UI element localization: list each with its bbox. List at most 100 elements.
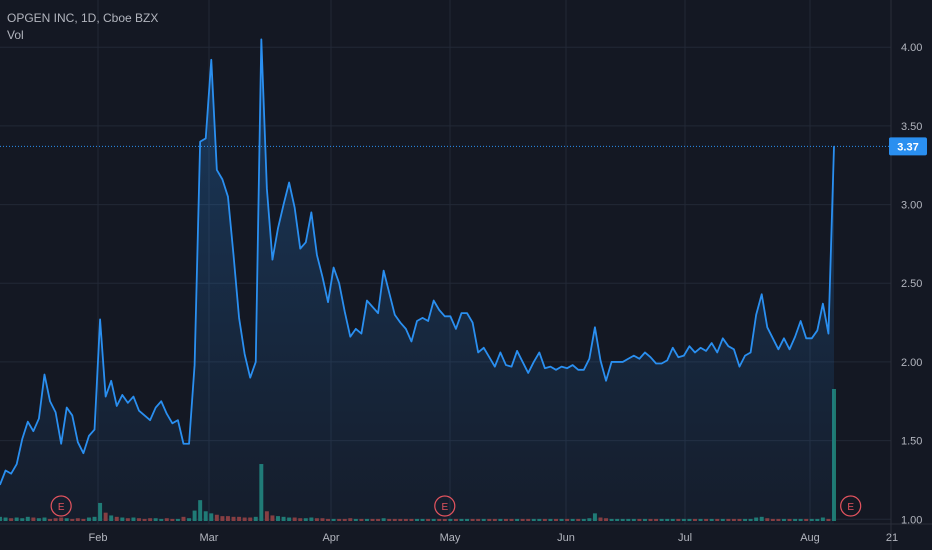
price-point <box>766 326 768 328</box>
price-point <box>388 292 390 294</box>
price-point <box>733 348 735 350</box>
price-point <box>32 430 34 432</box>
price-point <box>738 366 741 368</box>
price-point <box>483 347 485 349</box>
y-tick-label: 2.00 <box>901 357 922 369</box>
price-point <box>349 336 351 338</box>
price-point <box>800 320 802 322</box>
x-tick-label: Jul <box>678 532 692 544</box>
price-axis[interactable]: 1.00 1.50 2.00 2.50 3.00 3.50 4.00 3.37 <box>889 0 932 550</box>
price-point <box>588 358 590 360</box>
price-point <box>616 361 618 363</box>
price-point <box>43 373 46 376</box>
y-tick-label: 1.00 <box>901 514 922 526</box>
price-point <box>672 347 674 349</box>
y-tick-label: 2.50 <box>901 278 922 290</box>
price-point <box>49 400 51 402</box>
price-point <box>783 337 785 339</box>
price-point <box>611 361 613 363</box>
earnings-marker[interactable] <box>840 495 862 517</box>
price-point <box>421 317 424 319</box>
earnings-marker-label[interactable]: E <box>58 502 65 513</box>
price-point <box>811 337 813 339</box>
price-point <box>399 321 401 324</box>
price-point <box>355 328 357 330</box>
price-point <box>427 320 429 322</box>
price-point <box>805 337 807 339</box>
price-point <box>633 355 635 357</box>
price-point <box>88 435 90 437</box>
price-point <box>544 367 546 369</box>
price-point <box>761 293 763 295</box>
price-point <box>688 345 691 347</box>
price-point <box>522 361 524 363</box>
price-point <box>549 366 552 368</box>
earnings-marker[interactable] <box>434 495 456 517</box>
earnings-marker-label[interactable]: E <box>441 502 448 513</box>
price-point <box>655 362 657 365</box>
price-point <box>666 359 668 361</box>
price-point <box>510 366 513 368</box>
price-point <box>27 421 29 423</box>
price-point <box>199 141 201 143</box>
price-area <box>0 39 834 525</box>
price-point <box>605 380 607 382</box>
x-tick-label: May <box>440 532 461 544</box>
price-point <box>77 441 79 443</box>
y-tick-label: 3.50 <box>901 121 922 133</box>
price-point <box>433 299 435 302</box>
price-point <box>383 270 385 272</box>
price-point <box>827 333 830 335</box>
price-point <box>705 350 707 352</box>
price-point <box>505 364 507 366</box>
x-tick-label: Mar <box>200 532 219 544</box>
price-point <box>327 301 329 303</box>
price-point <box>171 422 173 424</box>
price-point <box>538 351 540 354</box>
price-point <box>10 473 12 475</box>
price-point <box>572 364 574 366</box>
earnings-marker[interactable] <box>50 495 72 517</box>
x-tick-label: Feb <box>89 532 108 544</box>
last-price-label: 3.37 <box>897 141 918 153</box>
price-point <box>82 452 84 454</box>
price-point <box>516 350 518 352</box>
price-point <box>210 59 212 61</box>
price-point <box>822 303 824 305</box>
price-point <box>744 355 746 357</box>
price-point <box>599 359 602 361</box>
price-point <box>416 320 418 322</box>
price-point <box>577 369 579 371</box>
price-point <box>699 347 702 349</box>
price-point <box>305 241 307 243</box>
price-point <box>494 366 496 368</box>
volume-indicator-label[interactable]: Vol <box>7 28 24 42</box>
price-point <box>60 443 62 445</box>
price-point <box>438 309 440 311</box>
symbol-title[interactable]: OPGEN INC, 1D, Cboe BZX <box>7 11 159 25</box>
price-point <box>127 402 129 404</box>
price-point <box>410 340 413 343</box>
price-point <box>499 351 501 354</box>
x-tick-label: 21 <box>886 532 898 544</box>
earnings-marker-label[interactable]: E <box>847 502 854 513</box>
price-axis-bg <box>891 0 932 550</box>
price-point <box>205 137 207 140</box>
price-point <box>255 361 257 363</box>
time-axis[interactable]: Feb Mar Apr May Jun Jul Aug 21 <box>0 523 932 544</box>
price-point <box>360 333 362 335</box>
price-point <box>338 282 340 284</box>
price-point <box>121 394 123 396</box>
price-point <box>4 469 7 472</box>
price-point <box>460 312 463 314</box>
price-point <box>166 413 168 415</box>
price-point <box>527 372 529 374</box>
price-point <box>555 369 557 371</box>
price-point <box>566 367 568 369</box>
price-point <box>677 356 679 358</box>
price-point <box>777 348 780 350</box>
price-point <box>232 254 235 256</box>
price-point <box>727 345 729 347</box>
price-point <box>21 438 23 440</box>
